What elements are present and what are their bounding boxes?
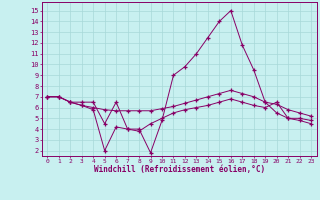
X-axis label: Windchill (Refroidissement éolien,°C): Windchill (Refroidissement éolien,°C) [94,165,265,174]
